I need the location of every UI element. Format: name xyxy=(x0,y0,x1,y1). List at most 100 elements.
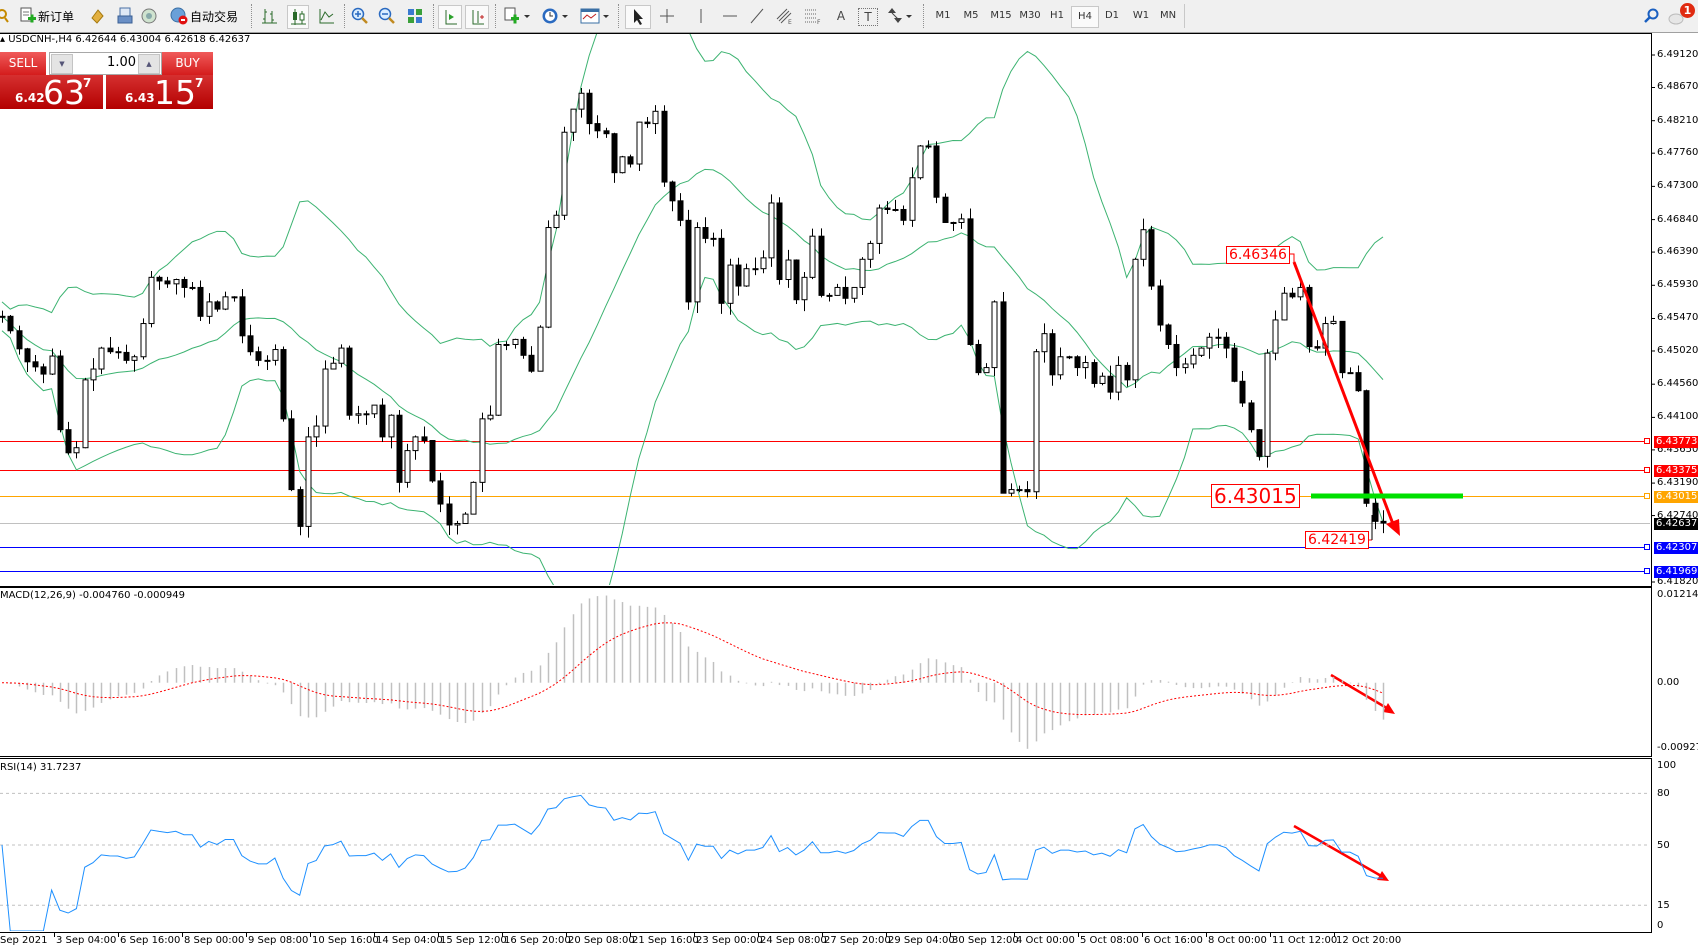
candle-body xyxy=(214,301,221,310)
new-order-button[interactable]: 新订单 xyxy=(20,5,74,27)
timeframe-m5[interactable]: M5 xyxy=(963,10,979,21)
candle xyxy=(222,291,229,311)
candle xyxy=(1330,315,1337,325)
candle xyxy=(1215,328,1222,348)
candle xyxy=(1347,367,1354,375)
timeframe-m1[interactable]: M1 xyxy=(935,10,951,21)
notifications-icon[interactable] xyxy=(1666,5,1686,27)
price-axis-label: 6.49120 xyxy=(1657,49,1698,60)
equidistant-channel-tool-icon[interactable]: E xyxy=(774,5,796,27)
macd-signal-line xyxy=(1,622,1384,716)
downtrend-arrow-line xyxy=(1292,261,1395,525)
macd-panel[interactable] xyxy=(0,587,1652,757)
auto-trading-button[interactable]: 自动交易 xyxy=(170,5,238,27)
lot-size-stepper[interactable]: ▼ 1.00 ▲ xyxy=(49,52,162,75)
cursor-tool-icon[interactable] xyxy=(625,5,651,29)
templates-dropdown[interactable] xyxy=(579,5,611,27)
lot-increase-button[interactable]: ▲ xyxy=(138,54,160,74)
bar-chart-icon[interactable] xyxy=(260,5,278,27)
candle xyxy=(140,318,147,360)
horizontal-line-tool-icon[interactable] xyxy=(720,5,740,27)
timeframe-h1[interactable]: H1 xyxy=(1050,10,1064,21)
signals-icon[interactable] xyxy=(140,5,158,27)
candle xyxy=(1157,279,1164,332)
line-chart-icon[interactable] xyxy=(317,5,335,27)
indicators-dropdown[interactable] xyxy=(502,5,532,27)
candle xyxy=(776,197,783,285)
candle-body xyxy=(404,450,411,483)
axis-ticks xyxy=(1651,54,1655,583)
chart-shift-icon[interactable] xyxy=(438,5,462,29)
swing-high-price-label[interactable]: 6.46346 xyxy=(1226,246,1290,264)
candle-body xyxy=(512,338,519,345)
text-label-tool[interactable]: T xyxy=(858,8,878,26)
price-axis-label: 6.47300 xyxy=(1657,180,1698,192)
candle-body xyxy=(1215,336,1222,339)
data-window-icon[interactable] xyxy=(116,5,134,27)
candle-body xyxy=(1182,363,1189,369)
candle xyxy=(661,105,668,187)
periodicity-clock-dropdown[interactable] xyxy=(540,5,570,27)
lot-size-value[interactable]: 1.00 xyxy=(107,55,136,70)
timeframe-m15[interactable]: M15 xyxy=(990,10,1012,21)
candle-body xyxy=(32,361,39,368)
sell-button[interactable]: SELL xyxy=(0,52,46,75)
market-watch-icon[interactable] xyxy=(88,5,106,27)
candle-body xyxy=(834,286,841,296)
search-magnifier-icon[interactable] xyxy=(0,5,10,27)
candle xyxy=(1165,323,1172,349)
time-axis-label: 4 Oct 00:00 xyxy=(1016,935,1075,946)
buy-button[interactable]: BUY xyxy=(162,52,213,75)
trend-line-tool-icon[interactable] xyxy=(747,5,767,27)
timeframe-w1[interactable]: W1 xyxy=(1132,10,1150,21)
candle xyxy=(743,263,750,287)
arrows-dropdown[interactable] xyxy=(885,5,915,27)
candle-body xyxy=(429,439,436,482)
candle-body xyxy=(437,480,444,505)
timeframe-d1[interactable]: D1 xyxy=(1104,10,1120,21)
timeframe-m30[interactable]: M30 xyxy=(1019,10,1041,21)
swing-low-price-label[interactable]: 6.42419 xyxy=(1305,531,1369,549)
tile-windows-icon[interactable] xyxy=(406,5,424,27)
candle-body xyxy=(272,349,279,361)
candle xyxy=(900,205,907,226)
bid-price-box[interactable]: 6.42 63 7 xyxy=(0,73,103,112)
ask-price-box[interactable]: 6.43 15 7 xyxy=(106,73,213,112)
rsi-axis-0: 0 xyxy=(1657,920,1664,931)
crosshair-tool-icon[interactable] xyxy=(657,5,677,27)
price-axis-label: 6.45470 xyxy=(1657,312,1698,324)
candle xyxy=(156,275,163,290)
price-axis-label: 6.46390 xyxy=(1657,246,1698,258)
candle-body xyxy=(917,145,924,179)
key-level-price-label[interactable]: 6.43015 xyxy=(1211,484,1300,508)
candle xyxy=(379,398,386,442)
candle xyxy=(446,496,453,536)
price-axis-label: 6.44560 xyxy=(1657,378,1698,390)
time-axis-tick xyxy=(950,933,951,937)
timeframe-mn[interactable]: MN xyxy=(1159,10,1177,21)
candle xyxy=(917,144,924,180)
notification-count-badge[interactable]: 1 xyxy=(1680,3,1695,18)
candle xyxy=(412,435,419,460)
candlestick-chart-icon[interactable] xyxy=(287,5,309,29)
auto-scroll-icon[interactable] xyxy=(465,5,489,29)
candle xyxy=(1016,485,1023,493)
search-icon[interactable] xyxy=(1642,5,1660,27)
timeframe-h4[interactable]: H4 xyxy=(1071,6,1099,28)
lot-decrease-button[interactable]: ▼ xyxy=(51,54,73,74)
candle-body xyxy=(859,258,866,288)
text-tool[interactable]: A xyxy=(836,9,846,23)
candle xyxy=(487,405,494,421)
candle-body xyxy=(561,131,568,216)
candle-body xyxy=(1140,229,1147,260)
zoom-out-icon[interactable] xyxy=(378,5,396,27)
zoom-in-icon[interactable] xyxy=(351,5,369,27)
fibonacci-tool-icon[interactable]: F xyxy=(802,5,824,27)
vertical-line-tool-icon[interactable] xyxy=(694,5,708,27)
candle-body xyxy=(1074,356,1081,369)
rsi-axis-80: 80 xyxy=(1657,788,1670,799)
candle xyxy=(272,344,279,366)
time-axis-label: 30 Sep 12:00 xyxy=(952,935,1019,946)
time-axis-tick xyxy=(182,933,183,937)
candle-body xyxy=(1297,286,1304,298)
